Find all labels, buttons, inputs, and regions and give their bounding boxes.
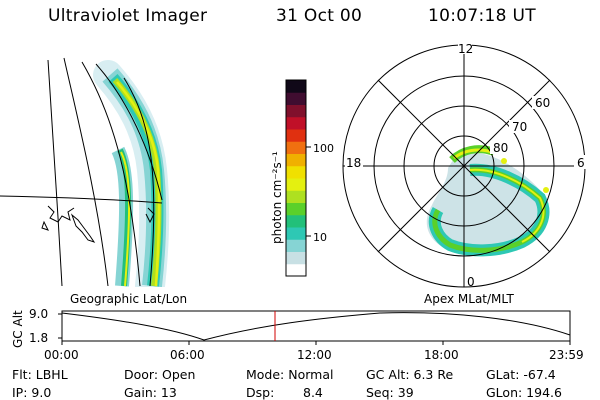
filter-label: Flt: LBHL: [12, 367, 68, 382]
timeline-ytick-top: 9.0: [29, 307, 48, 321]
mode-label: Mode: Normal: [246, 367, 334, 382]
timeline-xtick-2359: 23:59: [549, 348, 584, 362]
colorbar-swatch: [286, 190, 306, 203]
mlt-label-18: 18: [346, 156, 361, 170]
polar-caption: Apex MLat/MLT: [424, 292, 514, 306]
colorbar-swatch: [286, 251, 306, 265]
timeline-xtick-1800: 18:00: [424, 348, 459, 362]
gc-alt-label: GC Alt: 6.3 Re: [366, 367, 454, 382]
colorbar-swatch: [286, 116, 306, 130]
timeline-xtick-0600: 06:00: [170, 348, 205, 362]
colorbar-swatch: [286, 239, 306, 252]
mlat-label-80: 80: [493, 141, 508, 155]
colorbar-swatch: [286, 141, 306, 154]
colorbar-swatch: [286, 129, 306, 142]
colorbar-swatch: [286, 227, 306, 240]
colorbar-unit-label: photon cm⁻²s⁻¹: [270, 151, 284, 244]
colorbar-swatch: [286, 202, 306, 216]
seq-label: Seq: 39: [366, 385, 414, 400]
glat-label: GLat: -67.4: [486, 367, 556, 382]
timeline-xtick-1200: 12:00: [297, 348, 332, 362]
altitude-curve: [61, 312, 571, 341]
colorbar-tick-100: 100: [313, 142, 334, 155]
colorbar-swatch: [286, 104, 306, 118]
colorbar-swatch: [286, 92, 306, 105]
mlat-label-70: 70: [512, 120, 527, 134]
colorbar-swatch: [286, 214, 306, 228]
dsp-value: 8.4: [303, 385, 323, 400]
polar-aurora-oval: [426, 145, 550, 257]
app-title: Ultraviolet Imager: [48, 6, 208, 26]
mlt-label-6: 6: [577, 156, 585, 170]
glon-label: GLon: 194.6: [486, 385, 562, 400]
gain-label: Gain: 13: [124, 385, 177, 400]
door-label: Door: Open: [124, 367, 196, 382]
mlt-label-12: 12: [458, 42, 473, 56]
timeline-ylabel: GC Alt: [11, 310, 25, 348]
colorbar-swatch: [286, 80, 306, 93]
mlt-label-0: 0: [467, 275, 475, 289]
coastline-outline: [41, 205, 155, 243]
geo-caption: Geographic Lat/Lon: [70, 292, 187, 306]
time-label: 10:07:18 UT: [428, 6, 536, 26]
timeline-ytick-bottom: 1.8: [29, 331, 48, 345]
colorbar-tick-10: 10: [313, 231, 327, 244]
date-label: 31 Oct 00: [276, 6, 363, 26]
ip-label: IP: 9.0: [12, 385, 52, 400]
colorbar-swatch: [286, 153, 306, 167]
geo-grid-lines: [0, 57, 163, 287]
dsp-label: Dsp:: [246, 385, 275, 400]
color-scale-swatches: [286, 80, 306, 277]
timeline-xtick-0000: 00:00: [44, 348, 79, 362]
colorbar-swatch: [286, 263, 306, 277]
mlat-label-60: 60: [535, 96, 550, 110]
colorbar-swatch: [286, 165, 306, 179]
colorbar-swatch: [286, 178, 306, 191]
